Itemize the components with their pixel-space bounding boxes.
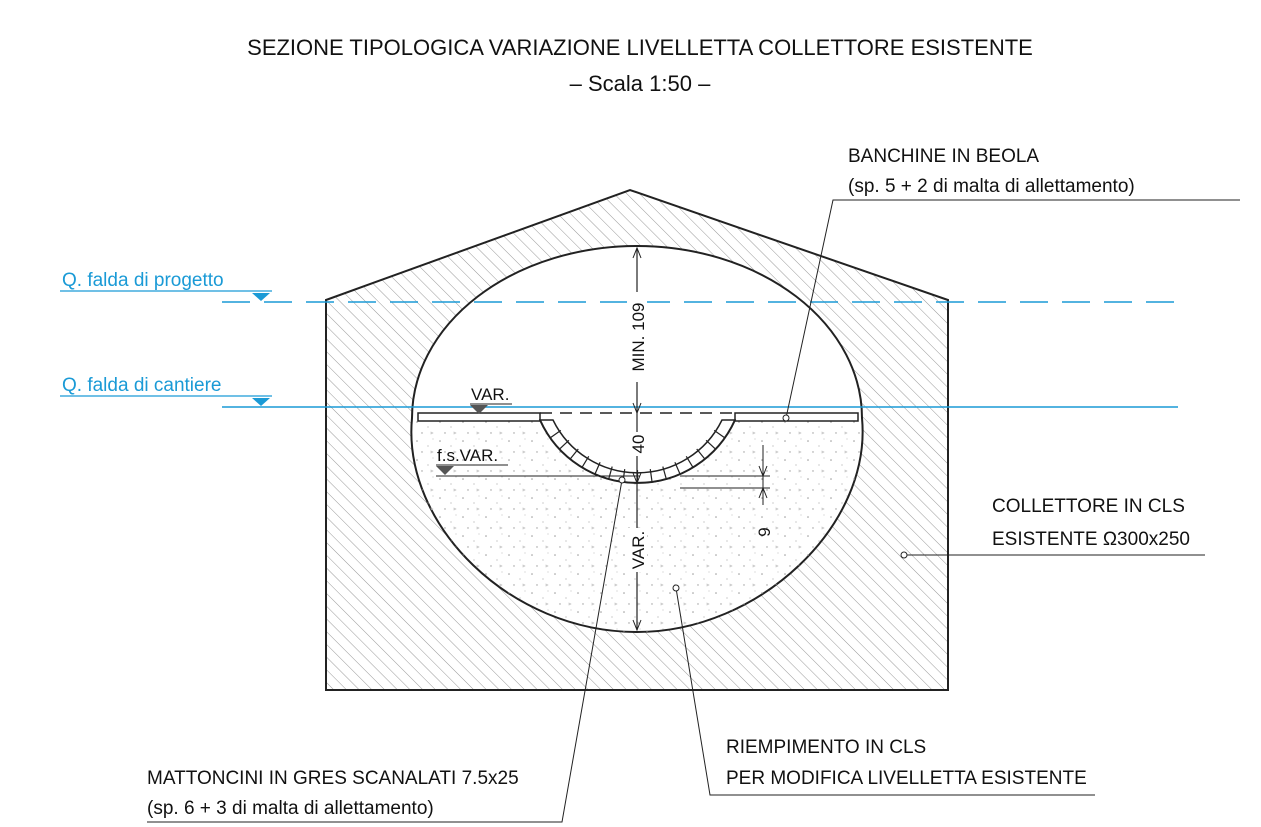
label-mattoncini-2: (sp. 6 + 3 di malta di allettamento) xyxy=(147,798,434,819)
level-markers xyxy=(252,293,270,406)
leader-dot xyxy=(673,585,679,591)
label-fs-var: f.s.VAR. xyxy=(437,446,498,465)
title: SEZIONE TIPOLOGICA VARIAZIONE LIVELLETTA… xyxy=(247,35,1033,60)
label-falda-cantiere: Q. falda di cantiere xyxy=(62,375,221,396)
dim-var: VAR. xyxy=(629,531,648,569)
label-falda-progetto: Q. falda di progetto xyxy=(62,270,224,291)
label-banchine-2: (sp. 5 + 2 di malta di allettamento) xyxy=(848,176,1135,197)
drawing: SEZIONE TIPOLOGICA VARIAZIONE LIVELLETTA… xyxy=(0,0,1261,827)
page: SEZIONE TIPOLOGICA VARIAZIONE LIVELLETTA… xyxy=(0,0,1261,827)
bench-left xyxy=(418,413,540,421)
dim-min: MIN. 109 xyxy=(629,303,648,372)
label-riempimento-2: PER MODIFICA LIVELLETTA ESISTENTE xyxy=(726,768,1087,789)
dim-40: 40 xyxy=(629,435,648,454)
subtitle: – Scala 1:50 – xyxy=(570,71,711,96)
label-riempimento-1: RIEMPIMENTO IN CLS xyxy=(726,737,926,758)
label-banchine-1: BANCHINE IN BEOLA xyxy=(848,146,1039,167)
label-collettore-1: COLLETTORE IN CLS xyxy=(992,496,1185,517)
label-var: VAR. xyxy=(471,385,509,404)
leader-dot xyxy=(901,552,907,558)
leader-dot xyxy=(619,477,625,483)
leader-dot xyxy=(783,415,789,421)
label-collettore-2: ESISTENTE Ω300x250 xyxy=(992,529,1190,550)
label-mattoncini-1: MATTONCINI IN GRES SCANALATI 7.5x25 xyxy=(147,768,519,789)
dim-9: 9 xyxy=(755,527,774,536)
bench-right xyxy=(735,413,858,421)
